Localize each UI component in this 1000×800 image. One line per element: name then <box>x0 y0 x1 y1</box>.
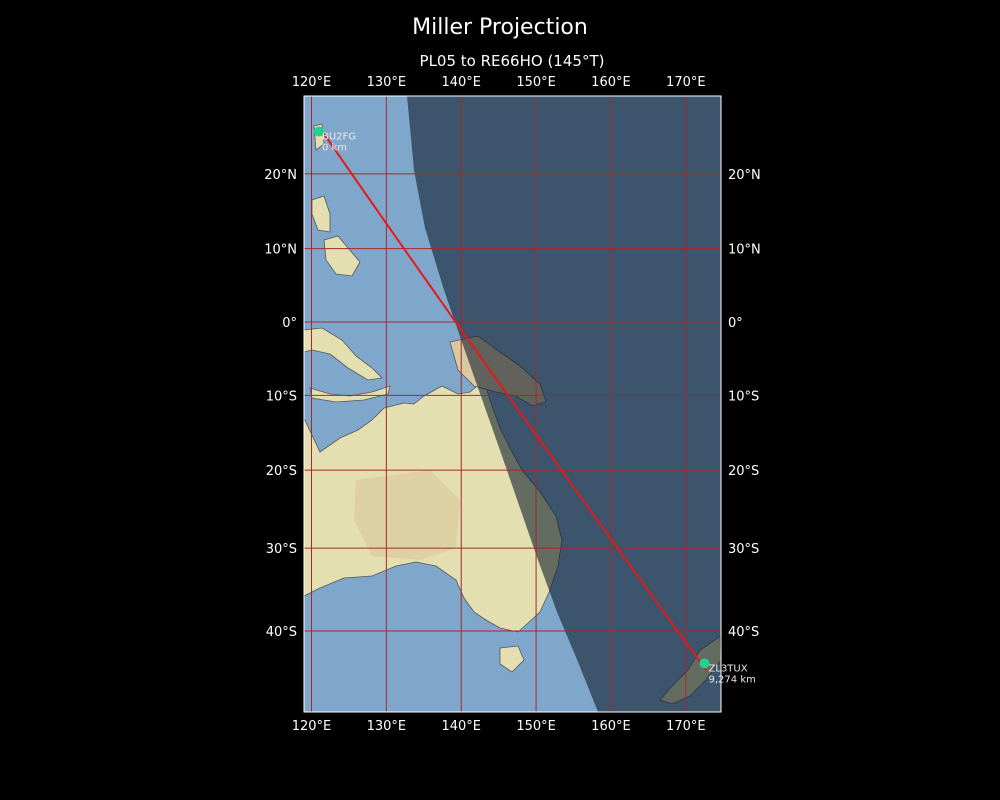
map-subtitle: PL05 to RE66HO (145°T) <box>420 52 605 70</box>
parallel-label-right: 20°S <box>728 464 759 479</box>
axis-tick-labels: 120°E 120°E 130°E 130°E 140°E 140°E 150°E 150°E… <box>264 75 761 734</box>
meridian-label-top: 140°E <box>441 75 481 90</box>
parallel-label-left: 0° <box>282 316 297 331</box>
figure-title: Miller Projection <box>412 15 588 40</box>
graticule <box>304 96 721 712</box>
parallel-label-left: 40°S <box>266 625 297 640</box>
inland-desert <box>354 470 460 560</box>
parallel-label-left: 30°S <box>266 542 297 557</box>
start-distance-label: 0 km <box>322 143 347 154</box>
meridian-label-bottom: 140°E <box>441 719 481 734</box>
parallel-label-right: 40°S <box>728 625 759 640</box>
meridian-label-bottom: 170°E <box>666 719 706 734</box>
tasmania-land <box>499 645 525 673</box>
great-circle-path <box>319 127 707 671</box>
parallel-label-right: 10°N <box>728 243 761 258</box>
end-callsign-label: ZL3TUX <box>709 663 748 674</box>
meridian-label-top: 120°E <box>292 75 332 90</box>
parallel-label-left: 10°N <box>264 243 297 258</box>
meridian-label-bottom: 160°E <box>591 719 631 734</box>
meridian-label-bottom: 130°E <box>367 719 407 734</box>
end-marker <box>699 658 710 669</box>
meridian-label-bottom: 120°E <box>292 719 332 734</box>
parallel-label-left: 20°S <box>266 464 297 479</box>
parallel-label-right: 30°S <box>728 542 759 557</box>
meridian-label-bottom: 150°E <box>516 719 556 734</box>
map-frame <box>303 95 722 713</box>
parallel-label-right: 10°S <box>728 389 759 404</box>
parallel-label-right: 0° <box>728 316 743 331</box>
parallel-label-left: 20°N <box>264 168 297 183</box>
meridian-label-top: 130°E <box>367 75 407 90</box>
meridian-label-top: 150°E <box>516 75 556 90</box>
night-terminator-overlay <box>407 96 721 712</box>
start-callsign-label: BU2FG <box>322 132 356 143</box>
parallel-label-right: 20°N <box>728 168 761 183</box>
parallel-label-left: 10°S <box>266 389 297 404</box>
meridian-label-top: 170°E <box>666 75 706 90</box>
meridian-label-top: 160°E <box>591 75 631 90</box>
end-distance-label: 9,274 km <box>709 674 756 685</box>
philippines-taiwan-land <box>311 123 361 277</box>
start-marker <box>313 126 324 137</box>
